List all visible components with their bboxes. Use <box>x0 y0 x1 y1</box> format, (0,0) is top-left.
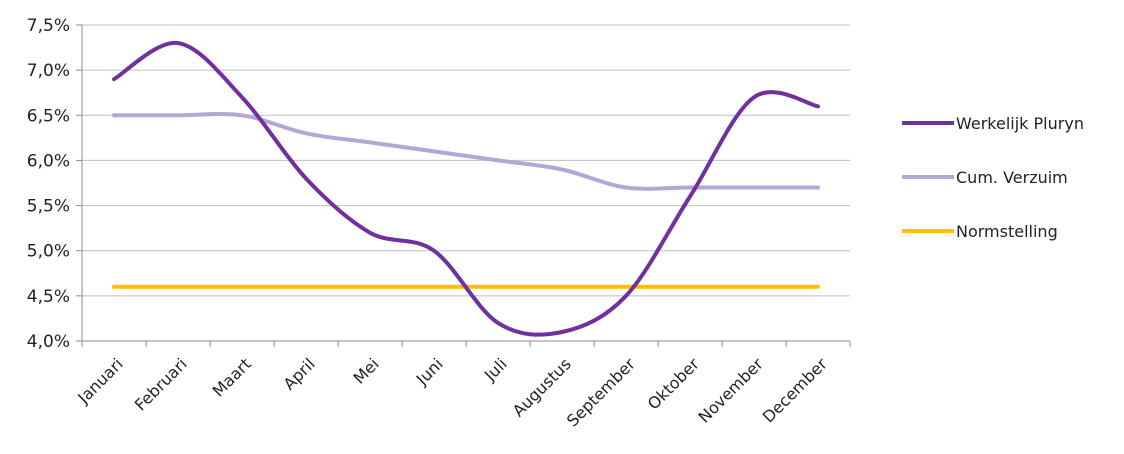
y-tick-label: 6,0% <box>27 151 70 171</box>
grid-layer <box>82 24 850 297</box>
x-tick-label: Februari <box>131 354 191 414</box>
x-tick-label: Juli <box>480 354 511 385</box>
series-line-werkelijk-pluryn <box>112 41 820 337</box>
series-line-cum-verzuim <box>112 111 820 191</box>
x-tick-label: November <box>695 354 768 427</box>
x-tick-label: April <box>280 354 319 393</box>
x-tick-label: Maart <box>209 354 255 400</box>
x-tick-label: Juni <box>412 354 447 389</box>
y-tick-label: 4,5% <box>27 287 70 307</box>
x-tick-label: Oktober <box>644 354 703 413</box>
y-tick-label: 4,0% <box>27 332 70 352</box>
y-tick-label: 7,0% <box>27 61 70 81</box>
y-tick-label: 6,5% <box>27 106 70 126</box>
x-tick-label: Januari <box>73 354 126 407</box>
legend-label-cum-verzuim: Cum. Verzuim <box>956 168 1068 187</box>
legend-label-werkelijk-pluryn: Werkelijk Pluryn <box>956 114 1084 133</box>
y-tick-label: 5,5% <box>27 197 70 217</box>
legend-label-normstelling: Normstelling <box>956 222 1058 241</box>
y-tick-label: 5,0% <box>27 242 70 262</box>
series-layer <box>112 41 820 337</box>
legend: Werkelijk Pluryn Cum. Verzuim Normstelling <box>902 114 1084 241</box>
x-tick-label: September <box>563 354 639 430</box>
y-tick-label: 7,5% <box>27 16 70 36</box>
axis-layer: 4,0% 4,5% 5,0% 5,5% 6,0% 6,5% 7,0% 7,5% Januari F… <box>27 16 851 430</box>
x-tick-label: Augustus <box>509 354 575 420</box>
x-tick-label: December <box>759 354 831 426</box>
x-tick-label: Mei <box>350 354 383 387</box>
